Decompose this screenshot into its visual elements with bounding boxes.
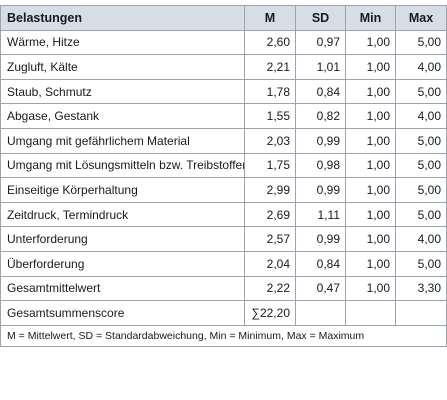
- cell-max: 5,00: [395, 201, 447, 228]
- cell-name: Abgase, Gestank: [0, 103, 245, 129]
- table-row: Einseitige Körperhaltung 2,99 0,99 1,00 5,00: [0, 177, 447, 203]
- header-row: Belastungen M SD Min Max: [0, 5, 447, 31]
- cell-max: 5,00: [395, 127, 447, 154]
- cell-m: 1,75: [244, 152, 296, 179]
- cell-m: 2,04: [244, 250, 296, 277]
- cell-name: Einseitige Körperhaltung: [0, 177, 245, 203]
- cell-min: 1,00: [345, 226, 396, 252]
- table-row: Unterforderung 2,57 0,99 1,00 4,00: [0, 226, 447, 252]
- data-table-container: Belastungen M SD Min Max Wärme, Hitze 2,6…: [0, 5, 447, 347]
- cell-min: 1,00: [345, 29, 396, 56]
- cell-sd: 0,99: [295, 226, 346, 252]
- cell-sd: 1,11: [295, 201, 346, 228]
- cell-name: Wärme, Hitze: [0, 29, 245, 56]
- table-row: Wärme, Hitze 2,60 0,97 1,00 5,00: [0, 29, 447, 56]
- footnote-row: M = Mittelwert, SD = Standardabweichung,…: [0, 324, 447, 347]
- cell-m: 2,03: [244, 127, 296, 154]
- cell-sd: 0,84: [295, 250, 346, 277]
- cell-sd: 0,97: [295, 29, 346, 56]
- cell-name: Gesamtsummenscore: [0, 300, 245, 326]
- cell-max: 4,00: [395, 54, 447, 80]
- cell-max: 5,00: [395, 250, 447, 277]
- cell-min: 1,00: [345, 201, 396, 228]
- cell-sd: [295, 300, 346, 326]
- cell-m: 1,78: [244, 78, 296, 105]
- table-row: Überforderung 2,04 0,84 1,00 5,00: [0, 250, 447, 277]
- table-row: Umgang mit Lösungsmitteln bzw. Treibstof…: [0, 152, 447, 179]
- cell-m: 2,99: [244, 177, 296, 203]
- cell-name: Zeitdruck, Termindruck: [0, 201, 245, 228]
- table-row: Staub, Schmutz 1,78 0,84 1,00 5,00: [0, 78, 447, 105]
- cell-min: 1,00: [345, 275, 396, 302]
- table-row: Zeitdruck, Termindruck 2,69 1,11 1,00 5,00: [0, 201, 447, 228]
- cell-max: 4,00: [395, 226, 447, 252]
- cell-min: 1,00: [345, 127, 396, 154]
- header-max: Max: [395, 5, 447, 31]
- cell-name: Zugluft, Kälte: [0, 54, 245, 80]
- cell-min: 1,00: [345, 250, 396, 277]
- table-body: Wärme, Hitze 2,60 0,97 1,00 5,00 Zugluft, Käl…: [0, 29, 447, 326]
- cell-name: Umgang mit Lösungsmitteln bzw. Treibstof…: [0, 152, 245, 179]
- header-m: M: [244, 5, 296, 31]
- cell-sd: 0,84: [295, 78, 346, 105]
- cell-sd: 0,99: [295, 127, 346, 154]
- header-belastungen: Belastungen: [0, 5, 245, 31]
- cell-min: [345, 300, 396, 326]
- cell-m: 1,55: [244, 103, 296, 129]
- cell-name: Umgang mit gefährlichem Material: [0, 127, 245, 154]
- cell-min: 1,00: [345, 78, 396, 105]
- footnote: M = Mittelwert, SD = Standardabweichung,…: [0, 324, 447, 347]
- cell-sd: 0,98: [295, 152, 346, 179]
- cell-m: 2,60: [244, 29, 296, 56]
- cell-max: 5,00: [395, 177, 447, 203]
- cell-sd: 0,82: [295, 103, 346, 129]
- cell-m: ∑22,20: [244, 300, 296, 326]
- table-row: Umgang mit gefährlichem Material 2,03 0,99…: [0, 127, 447, 154]
- cell-max: 5,00: [395, 152, 447, 179]
- table-row: Abgase, Gestank 1,55 0,82 1,00 4,00: [0, 103, 447, 129]
- cell-name: Unterforderung: [0, 226, 245, 252]
- table-row: Zugluft, Kälte 2,21 1,01 1,00 4,00: [0, 54, 447, 80]
- stress-factors-table: Belastungen M SD Min Max Wärme, Hitze 2,6…: [0, 5, 447, 347]
- cell-min: 1,00: [345, 103, 396, 129]
- table-footer: M = Mittelwert, SD = Standardabweichung,…: [0, 324, 447, 347]
- header-sd: SD: [295, 5, 346, 31]
- cell-min: 1,00: [345, 177, 396, 203]
- cell-sd: 1,01: [295, 54, 346, 80]
- cell-max: [395, 300, 447, 326]
- cell-max: 3,30: [395, 275, 447, 302]
- table-row: Gesamtsummenscore ∑22,20: [0, 300, 447, 326]
- cell-m: 2,22: [244, 275, 296, 302]
- table-header: Belastungen M SD Min Max: [0, 5, 447, 31]
- cell-m: 2,69: [244, 201, 296, 228]
- cell-sd: 0,99: [295, 177, 346, 203]
- cell-max: 5,00: [395, 29, 447, 56]
- cell-name: Staub, Schmutz: [0, 78, 245, 105]
- cell-sd: 0,47: [295, 275, 346, 302]
- cell-max: 4,00: [395, 103, 447, 129]
- cell-m: 2,21: [244, 54, 296, 80]
- header-min: Min: [345, 5, 396, 31]
- cell-max: 5,00: [395, 78, 447, 105]
- cell-min: 1,00: [345, 54, 396, 80]
- cell-name: Überforderung: [0, 250, 245, 277]
- cell-min: 1,00: [345, 152, 396, 179]
- table-row: Gesamtmittelwert 2,22 0,47 1,00 3,30: [0, 275, 447, 302]
- cell-name: Gesamtmittelwert: [0, 275, 245, 302]
- cell-m: 2,57: [244, 226, 296, 252]
